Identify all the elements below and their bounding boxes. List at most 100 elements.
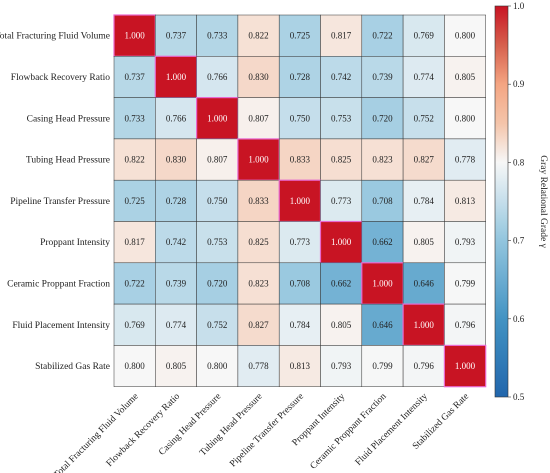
heatmap-cell	[320, 14, 363, 57]
heatmap-cell	[237, 303, 280, 346]
heatmap-cell	[361, 262, 404, 305]
cell-value-label: 0.807	[248, 113, 269, 123]
cell-value-label: 0.722	[372, 31, 392, 41]
colorbar-tick-label: 0.7	[513, 236, 525, 246]
cell-value-label: 0.752	[414, 113, 434, 123]
heatmap-cell	[196, 96, 239, 140]
heatmap-cell	[361, 56, 404, 98]
cell-value-label: 0.833	[290, 155, 311, 165]
cell-value-label: 0.708	[372, 196, 393, 206]
heatmap-cell	[113, 262, 156, 305]
cell-value-label: 0.805	[166, 361, 187, 371]
cell-value-label: 0.800	[455, 113, 476, 123]
y-tick-label: Stabilized Gas Rate	[35, 362, 110, 372]
cell-value-label: 0.805	[331, 320, 352, 330]
heatmap-cell	[155, 138, 197, 181]
x-tick-label: Total Fracturing Fluid Volume	[52, 392, 141, 473]
heatmap-cell	[402, 56, 445, 98]
cell-value-label: 0.793	[455, 237, 476, 247]
colorbar-tick-label: 0.6	[513, 314, 525, 324]
cell-value-label: 0.750	[207, 196, 228, 206]
x-tick-label: Ceramic Proppant Fraction	[309, 392, 389, 472]
heatmap-cell	[237, 221, 280, 264]
heatmap-cell	[237, 345, 280, 387]
cell-value-label: 0.833	[248, 196, 269, 206]
cell-value-label: 0.822	[125, 155, 145, 165]
cell-value-label: 0.813	[290, 361, 311, 371]
cell-value-label: 1.000	[414, 320, 435, 330]
colorbar-gradient	[494, 5, 509, 398]
cell-value-label: 0.778	[248, 361, 269, 371]
heatmap-cell	[320, 303, 363, 346]
heatmap-cell	[113, 14, 156, 57]
cell-value-label: 1.000	[372, 278, 393, 288]
colorbar-tick-label: 0.5	[513, 392, 525, 402]
cell-value-label: 0.805	[414, 237, 435, 247]
heatmap-cell	[361, 345, 404, 387]
heatmap-cell	[237, 56, 280, 98]
heatmap-cell	[278, 345, 321, 387]
heatmap-cell	[320, 179, 363, 222]
cell-value-label: 0.722	[125, 278, 145, 288]
heatmap-cell	[402, 138, 445, 181]
colorbar-tick-label: 1.0	[513, 1, 525, 11]
cell-value-label: 0.720	[207, 278, 228, 288]
heatmap-cell	[319, 220, 363, 264]
heatmap-cell	[196, 303, 239, 346]
heatmap-cell	[361, 97, 404, 140]
cell-value-label: 0.766	[207, 72, 228, 82]
heatmap-cell	[443, 344, 487, 388]
y-tick-label: Tubing Head Pressure	[26, 156, 110, 166]
heatmap-cell	[155, 14, 197, 57]
heatmap-cell	[196, 345, 239, 387]
heatmap-cell	[155, 179, 197, 222]
y-tick-label: Pipeline Transfer Pressure	[10, 196, 110, 207]
cell-value-label: 0.725	[125, 196, 146, 206]
x-tick-label: Fluid Placement Intensity	[354, 392, 430, 468]
heatmap-cell	[237, 97, 280, 140]
heatmap-cell	[196, 221, 239, 264]
cell-value-label: 0.725	[290, 31, 311, 41]
cell-value-label: 0.708	[290, 278, 311, 288]
cell-value-label: 1.000	[166, 72, 187, 82]
heatmap-cell	[444, 303, 486, 346]
cell-value-label: 0.800	[125, 361, 146, 371]
y-tick-label: Fluid Placement Intensity	[12, 321, 110, 331]
cell-value-label: 0.799	[372, 361, 393, 371]
cell-value-label: 0.737	[125, 72, 146, 82]
cell-value-label: 0.728	[290, 72, 311, 82]
cell-value-label: 0.823	[372, 155, 393, 165]
cell-value-label: 0.753	[331, 113, 352, 123]
cell-value-label: 0.778	[455, 155, 476, 165]
colorbar: 0.5 0.6 0.7 0.8 0.9 1.0 Gray Relational Grade…	[494, 1, 548, 402]
y-axis-labels: Total Fracturing Fluid Volume Flowback Re…	[0, 32, 110, 372]
cell-value-label: 0.742	[331, 72, 351, 82]
cell-value-label: 0.807	[207, 155, 228, 165]
cell-value-label: 0.800	[455, 31, 476, 41]
heatmap-cell	[155, 262, 197, 305]
heatmap-cell	[155, 221, 197, 264]
heatmap-cell	[402, 14, 445, 57]
heatmap-cell	[113, 138, 156, 181]
heatmap-cell	[113, 97, 156, 140]
colorbar-tick-label: 0.8	[513, 157, 525, 167]
heatmap-cell	[444, 221, 486, 264]
cell-value-label: 0.769	[414, 31, 435, 41]
cell-value-label: 0.742	[166, 237, 186, 247]
heatmap-cell	[278, 221, 321, 264]
heatmap-cells: 1.000 0.737 0.733 0.822 0.725 0.817 0.722 0.769…	[113, 14, 487, 388]
cell-value-label: 0.825	[248, 237, 269, 247]
cell-value-label: 0.662	[331, 278, 351, 288]
y-tick-label: Proppant Intensity	[40, 238, 110, 248]
heatmap-cell	[196, 56, 239, 98]
cell-value-label: 0.784	[414, 196, 435, 206]
cell-value-label: 0.750	[290, 113, 311, 123]
cell-value-label: 0.733	[207, 31, 228, 41]
cell-value-label: 0.825	[331, 155, 352, 165]
heatmap-cell	[196, 14, 239, 57]
heatmap-cell	[278, 56, 321, 98]
cell-value-label: 0.784	[290, 320, 311, 330]
colorbar-tick-label: 0.9	[513, 79, 525, 89]
cell-value-label: 0.827	[414, 155, 435, 165]
cell-value-label: 0.646	[372, 320, 393, 330]
